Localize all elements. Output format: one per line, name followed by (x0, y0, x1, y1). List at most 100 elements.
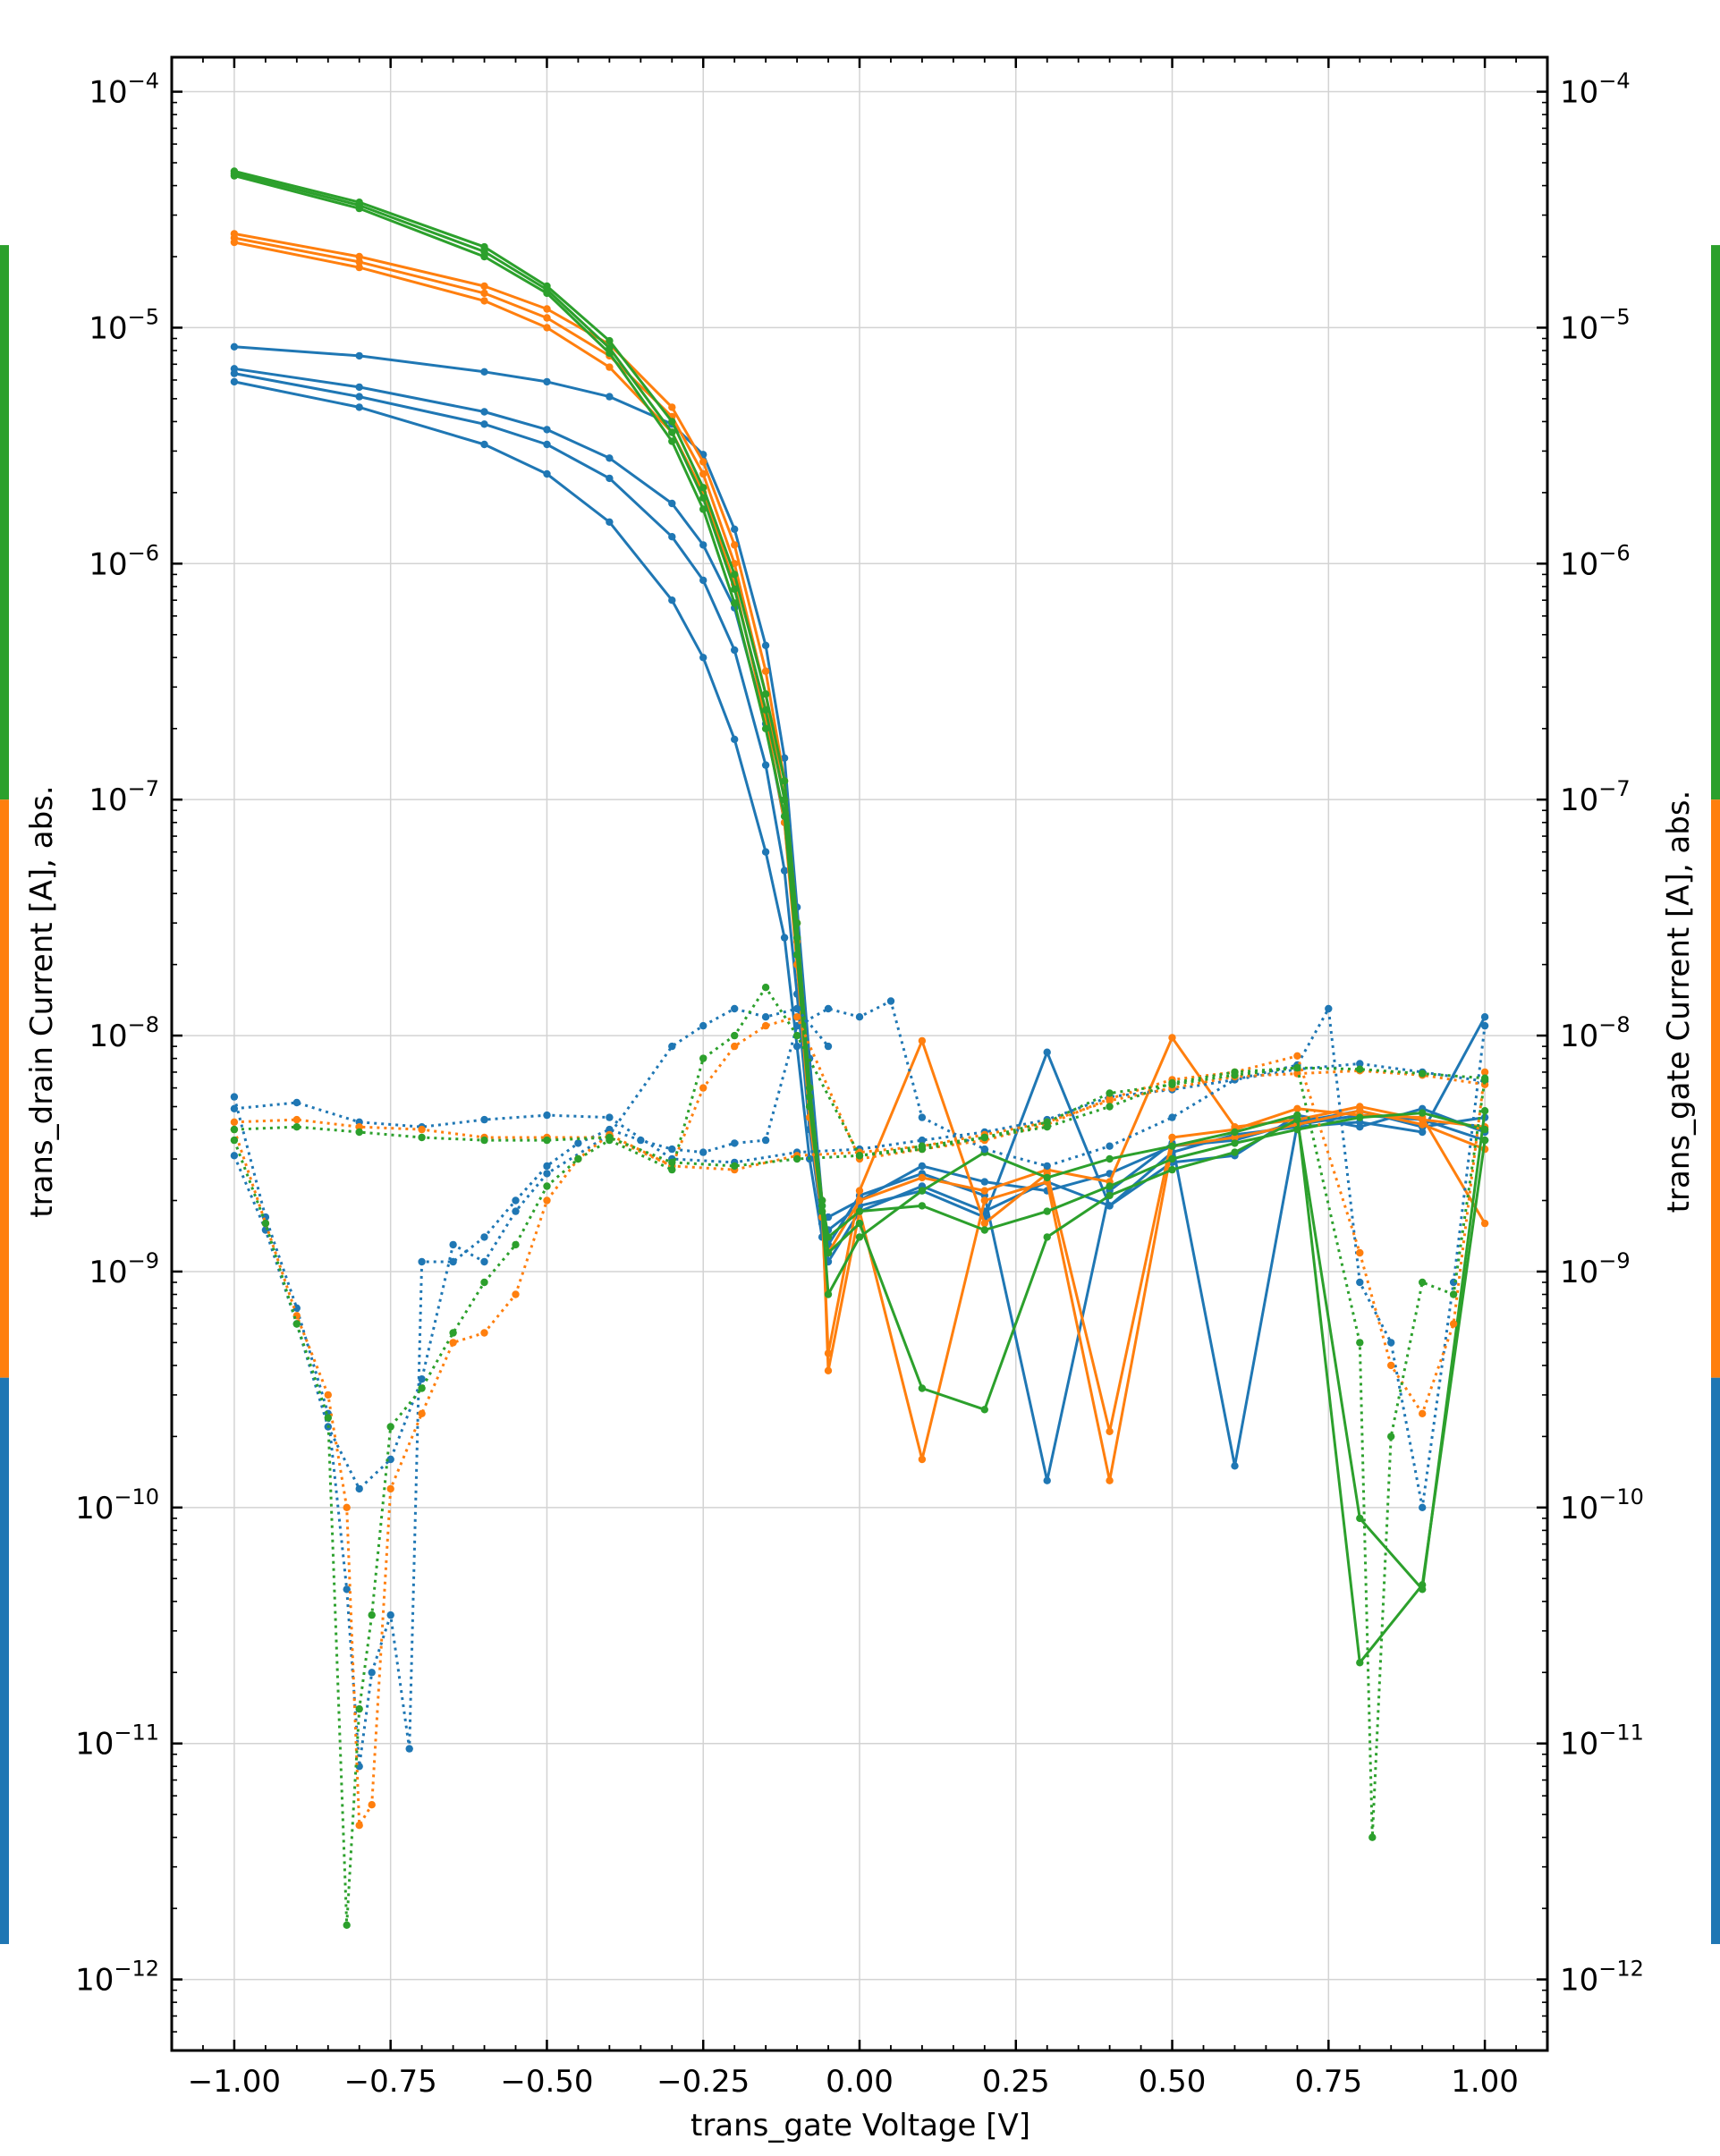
x-tick-label-4: 0.00 (826, 2064, 894, 2100)
series-8-point-16 (980, 1406, 989, 1414)
series-6-point-16 (980, 1187, 989, 1195)
series-10-point-35 (1419, 1503, 1427, 1512)
series-12-point-12 (668, 1042, 676, 1051)
series-9-point-1 (355, 204, 363, 213)
series-15-point-28 (1356, 1339, 1364, 1347)
series-7-point-19 (1168, 1154, 1176, 1163)
series-4-point-6 (699, 458, 707, 466)
series-7-point-9 (780, 777, 789, 785)
series-6-point-14 (855, 1196, 864, 1205)
series-2-point-4 (606, 474, 614, 483)
left-side-bar-2 (0, 1377, 9, 1944)
series-12-point-0 (230, 1152, 239, 1160)
series-4-point-13 (824, 1366, 833, 1375)
series-1-point-4 (606, 454, 614, 462)
series-15-point-6 (368, 1611, 376, 1619)
series-15-point-31 (1419, 1278, 1427, 1287)
series-13-point-19 (792, 1013, 801, 1021)
series-2-point-7 (731, 646, 739, 655)
series-13-point-9 (449, 1339, 457, 1347)
series-4-point-15 (918, 1455, 927, 1464)
right-side-bar-0 (1711, 245, 1720, 800)
series-5-point-14 (855, 1187, 864, 1195)
y-tick-label-left-3: 10−9 (89, 1248, 159, 1290)
series-15-point-12 (543, 1182, 551, 1190)
series-3-point-7 (731, 735, 739, 743)
x-tick-label-1: −0.75 (344, 2064, 437, 2100)
y-tick-label-left-2: 10−10 (75, 1484, 159, 1526)
series-13-point-16 (699, 1084, 707, 1092)
series-13-point-11 (512, 1290, 520, 1298)
x-tick-label-6: 0.50 (1139, 2064, 1207, 2100)
series-5-point-13 (824, 1349, 833, 1357)
series-7-point-6 (699, 484, 707, 492)
series-3-point-6 (699, 654, 707, 662)
series-13-point-31 (1449, 1320, 1458, 1328)
left-side-bar-1 (0, 799, 9, 1378)
series-8-point-5 (668, 428, 676, 436)
series-16-point-16 (1231, 1068, 1239, 1077)
series-9-point-2 (480, 252, 488, 261)
series-9-point-4 (606, 349, 614, 358)
series-10-point-6 (368, 1669, 376, 1677)
series-7-point-14 (855, 1207, 864, 1215)
series-9-point-13 (824, 1290, 833, 1298)
y-tick-label-right-3: 10−9 (1560, 1248, 1631, 1290)
series-1-point-17 (1043, 1476, 1051, 1484)
series-line-11 (233, 1062, 1486, 1164)
series-8-point-19 (1168, 1165, 1176, 1174)
series-3-point-22 (1356, 1123, 1364, 1131)
series-6-point-15 (918, 1173, 927, 1182)
series-13-point-8 (418, 1409, 426, 1418)
series-11-point-6 (606, 1113, 614, 1121)
series-10-point-27 (1043, 1162, 1051, 1171)
y-tick-label-right-2: 10−10 (1560, 1484, 1644, 1526)
series-7-point-23 (1419, 1109, 1427, 1117)
series-10-point-8 (405, 1745, 413, 1753)
series-8-point-20 (1231, 1148, 1239, 1156)
series-11-point-5 (543, 1111, 551, 1120)
series-15-point-1 (261, 1219, 270, 1228)
series-0-point-9 (780, 754, 789, 762)
series-6-point-20 (1231, 1123, 1239, 1131)
series-16-point-20 (1480, 1074, 1489, 1082)
series-9-point-5 (668, 437, 676, 445)
series-15-point-2 (292, 1320, 301, 1328)
series-10-point-4 (343, 1585, 351, 1594)
series-8-point-17 (1043, 1233, 1051, 1241)
series-5-point-16 (980, 1219, 989, 1228)
series-3-point-8 (761, 848, 770, 856)
series-16-point-1 (292, 1123, 301, 1131)
series-2-point-1 (355, 393, 363, 401)
series-11-point-4 (480, 1115, 488, 1124)
series-15-point-0 (230, 1136, 239, 1145)
series-12-point-14 (731, 1004, 739, 1013)
y-tick-label-right-1: 10−11 (1560, 1721, 1644, 1763)
series-1-point-6 (699, 541, 707, 549)
series-10-point-22 (824, 1004, 833, 1013)
series-8-point-24 (1480, 1107, 1489, 1115)
series-15-point-19 (792, 1031, 801, 1040)
series-15-point-16 (699, 1054, 707, 1062)
series-0-point-24 (1480, 1013, 1489, 1021)
right-side-bar-2 (1711, 1377, 1720, 1944)
series-15-point-3 (324, 1414, 332, 1422)
series-4-point-20 (1231, 1133, 1239, 1142)
y-tick-label-right-8: 10−4 (1560, 69, 1631, 111)
series-13-point-10 (480, 1329, 488, 1337)
series-14-point-0 (230, 1118, 239, 1127)
series-10-point-24 (886, 997, 895, 1005)
series-13-point-5 (355, 1822, 363, 1830)
series-15-point-11 (512, 1240, 520, 1249)
series-4-point-16 (980, 1196, 989, 1205)
series-5-point-15 (918, 1036, 927, 1045)
series-9-point-17 (1043, 1173, 1051, 1182)
series-10-point-11 (480, 1233, 488, 1241)
series-2-point-2 (480, 420, 488, 428)
series-1-point-20 (1231, 1462, 1239, 1470)
series-10-point-12 (512, 1196, 520, 1205)
y-tick-label-left-8: 10−4 (89, 69, 159, 111)
left-side-bar-0 (0, 245, 9, 800)
y-axis-label-right: trans_gate Current [A], abs. (1661, 791, 1697, 1213)
series-13-point-27 (1293, 1052, 1301, 1061)
